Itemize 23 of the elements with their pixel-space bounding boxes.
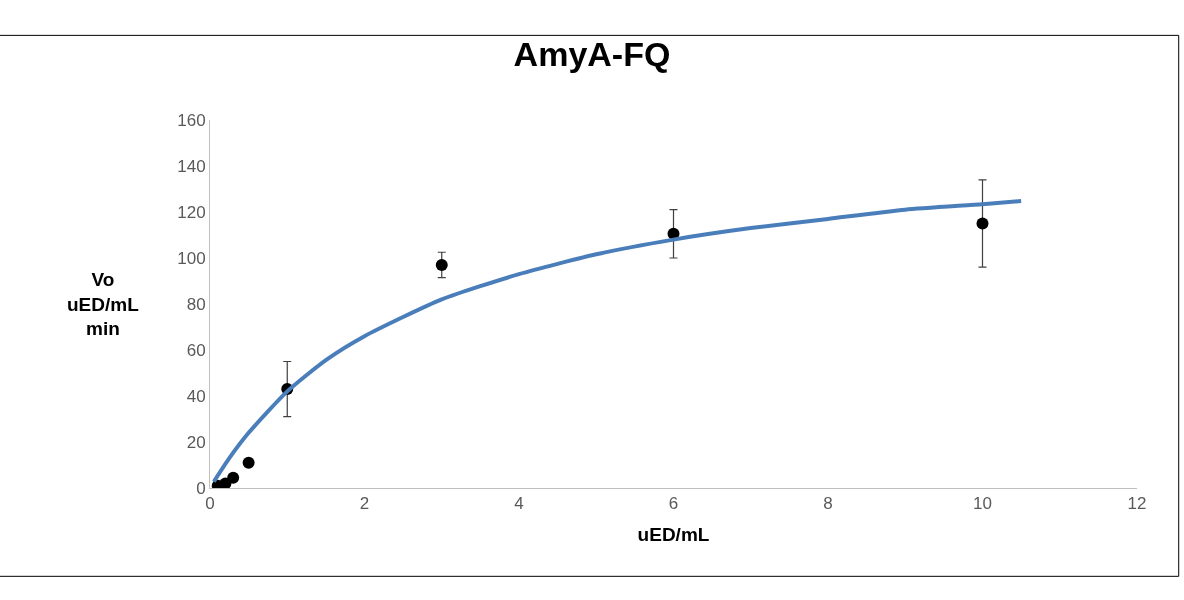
y-tick-label: 100: [177, 248, 206, 268]
y-tick-label: 20: [186, 432, 206, 452]
x-tick-label: 2: [359, 494, 370, 514]
y-tick-label: 160: [177, 110, 206, 130]
x-tick-label: 8: [823, 494, 833, 514]
y-tick-label: 140: [177, 156, 206, 176]
x-axis-title: uED/mL: [637, 524, 710, 546]
y-axis-title: Vo uED/mL min: [67, 269, 140, 340]
point: [227, 471, 240, 484]
point: [219, 477, 232, 488]
x-tick-label: 10: [973, 494, 992, 514]
point: [435, 258, 448, 271]
x-tick-label: 12: [1127, 494, 1147, 514]
y-tick-label: 0: [196, 478, 206, 498]
chart-title: AmyA-FQ: [513, 34, 671, 73]
y-tick-label: 80: [186, 294, 206, 314]
y-tick-label: 120: [177, 202, 206, 222]
point: [976, 217, 989, 230]
x-tick-label: 6: [668, 494, 679, 514]
point: [242, 456, 255, 469]
y-tick-label: 40: [186, 386, 206, 406]
x-tick-label: 4: [514, 494, 524, 514]
y-tick-label: 60: [186, 340, 206, 360]
